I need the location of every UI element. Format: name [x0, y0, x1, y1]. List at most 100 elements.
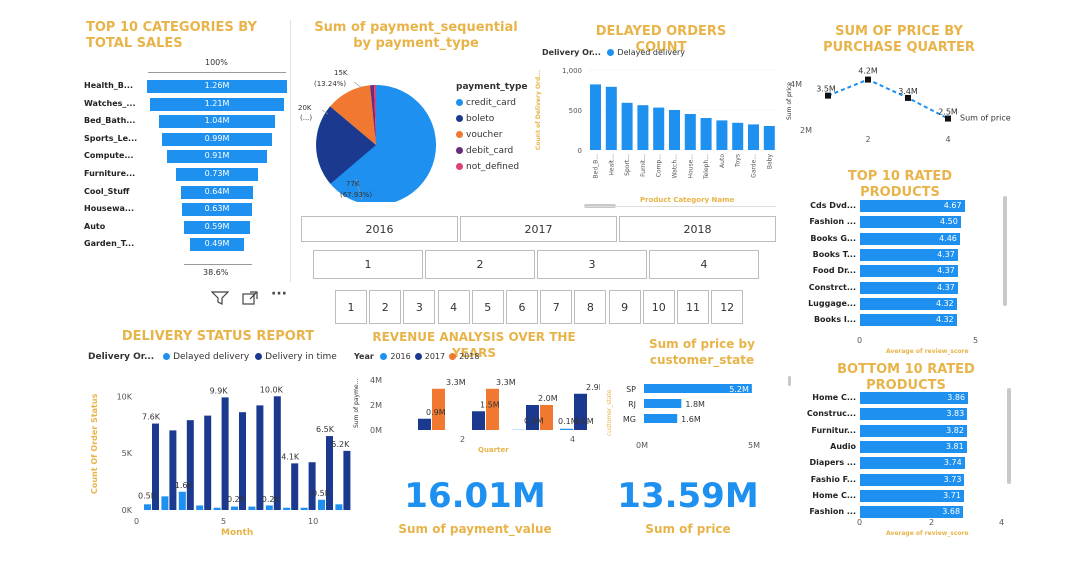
rated-bar[interactable] [860, 440, 967, 453]
in-time-bar[interactable] [256, 405, 264, 510]
rated-bar[interactable] [860, 408, 968, 421]
rated-bar[interactable] [860, 506, 964, 519]
revenue-bar[interactable] [574, 393, 587, 430]
more-options-icon[interactable]: ··· [271, 286, 287, 302]
delayed-bar[interactable] [196, 505, 204, 510]
delayed-bar[interactable] [283, 507, 291, 510]
rated-bar[interactable] [860, 424, 967, 437]
delayed-bar[interactable] [637, 105, 649, 150]
revenue-bar[interactable] [472, 411, 485, 430]
delayed-bar[interactable] [213, 507, 221, 510]
delayed-bar[interactable] [716, 120, 728, 150]
legend-item[interactable]: 2016 [380, 352, 411, 361]
delayed-bar[interactable] [318, 499, 325, 510]
in-time-bar[interactable] [204, 415, 212, 510]
in-time-bar[interactable] [291, 463, 299, 510]
revenue-bar[interactable] [432, 388, 445, 430]
state-bar[interactable] [644, 414, 678, 423]
funnel-bar[interactable] [161, 132, 273, 146]
month-slicer-button[interactable]: 9 [608, 290, 641, 324]
funnel-bar[interactable] [189, 238, 245, 252]
rated-bar[interactable] [860, 457, 965, 470]
year-slicer-button[interactable]: 2017 [460, 216, 617, 242]
price-marker[interactable] [905, 94, 911, 101]
month-slicer-button[interactable]: 5 [471, 290, 504, 324]
delayed-bar[interactable] [605, 86, 617, 150]
delayed-bar[interactable] [653, 107, 665, 150]
funnel-bar[interactable] [176, 168, 258, 181]
in-time-bar[interactable] [152, 423, 159, 510]
legend-item[interactable]: Delayed delivery [163, 352, 249, 362]
rated-bar[interactable] [860, 473, 965, 486]
funnel-bar[interactable] [147, 80, 287, 93]
rated-bar[interactable] [860, 200, 965, 212]
funnel-bar[interactable] [149, 97, 285, 111]
legend-item[interactable]: voucher [456, 130, 528, 140]
price-marker[interactable] [825, 92, 831, 99]
legend-item[interactable]: debit_card [456, 146, 528, 156]
rated-bar[interactable] [860, 248, 958, 261]
quarter-slicer-button[interactable]: 1 [313, 250, 423, 279]
revenue-bar[interactable] [486, 388, 499, 430]
year-slicer-button[interactable]: 2016 [301, 216, 458, 242]
revenue-bar[interactable] [526, 405, 539, 430]
delayed-bar[interactable] [669, 110, 680, 150]
filter-icon[interactable] [210, 290, 230, 305]
month-slicer-button[interactable]: 11 [677, 290, 709, 324]
funnel-bar[interactable] [181, 185, 253, 199]
delayed-bar[interactable] [265, 505, 273, 510]
top-rated-scrollbar[interactable] [1003, 196, 1007, 306]
in-time-bar[interactable] [326, 436, 333, 510]
quarter-slicer-button[interactable]: 2 [425, 250, 535, 279]
in-time-bar[interactable] [273, 396, 281, 510]
delayed-bar[interactable] [300, 507, 308, 510]
rated-bar[interactable] [860, 297, 957, 310]
legend-item[interactable]: credit_card [456, 98, 528, 108]
month-slicer-button[interactable]: 1 [335, 290, 367, 324]
rated-bar[interactable] [860, 314, 957, 327]
month-slicer-button[interactable]: 12 [711, 290, 744, 324]
delayed-bar[interactable] [161, 496, 169, 510]
delayed-bar[interactable] [684, 114, 696, 150]
rated-bar[interactable] [860, 392, 969, 404]
month-slicer-button[interactable]: 3 [403, 290, 436, 324]
funnel-bar[interactable] [166, 150, 268, 164]
month-slicer-button[interactable]: 4 [437, 290, 470, 324]
delayed-bar[interactable] [732, 122, 744, 150]
state-bar[interactable] [644, 384, 752, 393]
revenue-bar[interactable] [540, 405, 553, 430]
quarter-slicer-button[interactable]: 4 [649, 250, 759, 279]
month-slicer-button[interactable]: 10 [642, 290, 675, 324]
rated-bar[interactable] [860, 281, 958, 294]
state-scrollbar[interactable] [788, 376, 791, 386]
month-slicer-button[interactable]: 2 [369, 290, 402, 324]
funnel-bar[interactable] [158, 115, 276, 129]
rated-bar[interactable] [860, 232, 960, 245]
focus-mode-icon[interactable] [242, 290, 258, 305]
delayed-bar[interactable] [178, 491, 186, 510]
price-marker[interactable] [945, 115, 951, 122]
month-slicer-button[interactable]: 7 [540, 290, 573, 324]
delayed-bar[interactable] [763, 126, 775, 150]
delayed-bar[interactable] [700, 118, 712, 150]
quarter-slicer-button[interactable]: 3 [537, 250, 647, 279]
delayed-bar[interactable] [144, 504, 151, 510]
year-slicer-button[interactable]: 2018 [619, 216, 776, 242]
legend-item[interactable]: boleto [456, 114, 528, 124]
legend-item[interactable]: 2018 [449, 352, 479, 361]
revenue-bar[interactable] [560, 428, 573, 430]
price-marker[interactable] [865, 76, 871, 83]
in-time-bar[interactable] [186, 420, 194, 510]
legend-item[interactable]: 2017 [414, 352, 445, 361]
legend-item[interactable]: Delivery in time [255, 352, 337, 362]
in-time-bar[interactable] [239, 412, 246, 510]
delayed-bar[interactable] [590, 84, 601, 150]
delayed-bar[interactable] [231, 506, 238, 510]
funnel-bar[interactable] [184, 220, 250, 234]
in-time-bar[interactable] [169, 430, 177, 510]
rated-bar[interactable] [860, 216, 961, 229]
delayed-bar[interactable] [335, 504, 343, 510]
in-time-bar[interactable] [343, 450, 351, 510]
in-time-bar[interactable] [308, 462, 316, 510]
rated-bar[interactable] [860, 489, 964, 502]
